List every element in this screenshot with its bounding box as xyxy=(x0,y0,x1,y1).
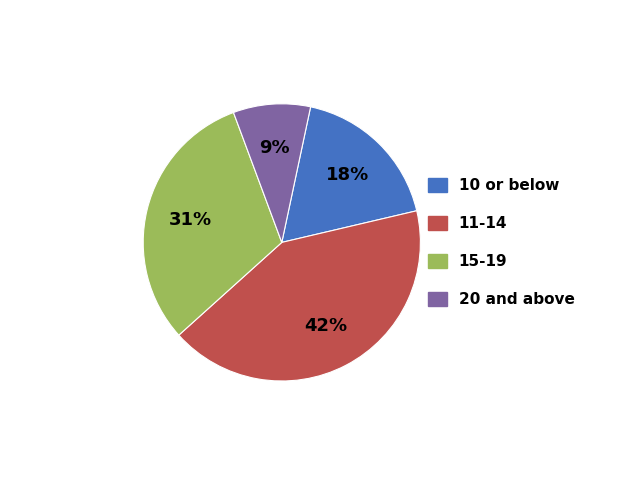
Wedge shape xyxy=(143,112,282,335)
Wedge shape xyxy=(179,211,420,381)
Text: 31%: 31% xyxy=(169,211,212,229)
Legend: 10 or below, 11-14, 15-19, 20 and above: 10 or below, 11-14, 15-19, 20 and above xyxy=(422,172,580,313)
Text: 9%: 9% xyxy=(260,139,290,157)
Text: 18%: 18% xyxy=(326,166,369,184)
Wedge shape xyxy=(234,104,310,242)
Wedge shape xyxy=(282,107,417,242)
Text: 42%: 42% xyxy=(304,317,347,335)
